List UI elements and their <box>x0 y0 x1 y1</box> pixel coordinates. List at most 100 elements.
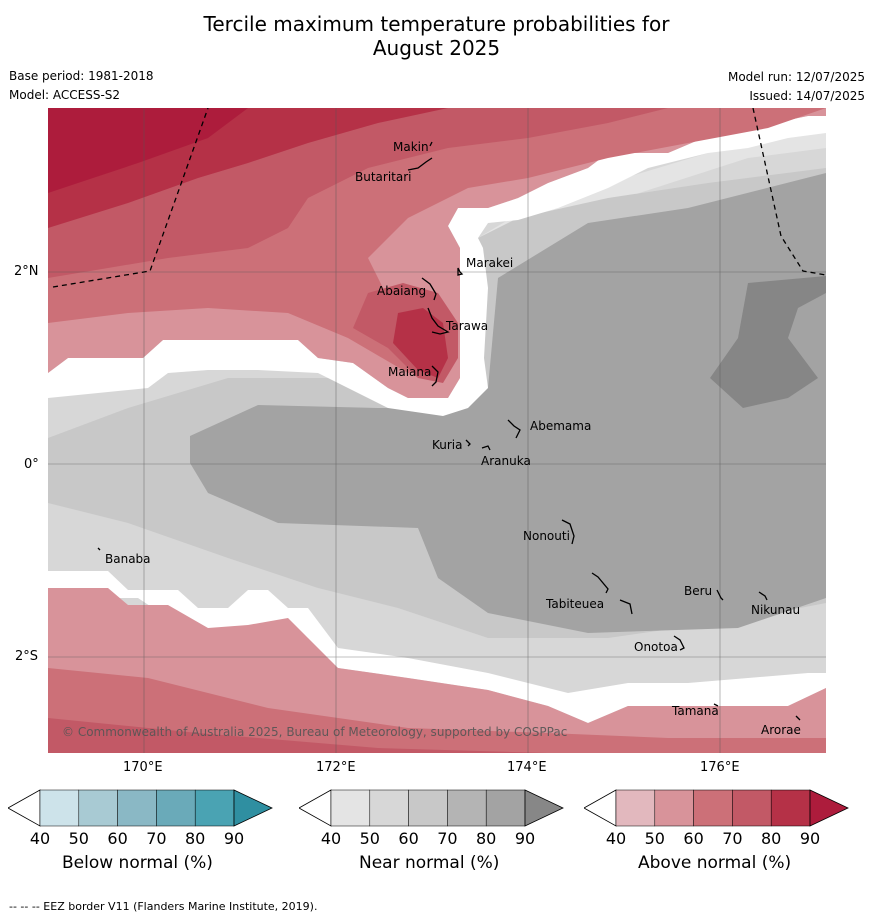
label-abaiang: Abaiang <box>377 284 426 298</box>
beru-island <box>716 589 724 601</box>
near-normal-80-region <box>710 276 826 408</box>
colorbar-tick-label: 60 <box>107 829 128 848</box>
marakei-island <box>457 267 464 276</box>
colorbar-segment <box>732 789 772 827</box>
label-kuria: Kuria <box>432 438 463 452</box>
gridlines <box>48 108 826 753</box>
lat-tick-2n: 2°N <box>14 264 39 279</box>
colorbar-segment <box>408 789 448 827</box>
onotoa-island <box>673 635 685 651</box>
colorbar-segment <box>39 789 80 827</box>
colorbar-near-normal <box>299 789 564 827</box>
copyright-text: © Commonwealth of Australia 2025, Bureau… <box>62 725 567 739</box>
colorbar-tick-label: 70 <box>722 829 743 848</box>
abemama-island <box>507 419 521 439</box>
label-banaba: Banaba <box>105 552 151 566</box>
colorbar-segment <box>117 789 157 827</box>
colorbar-tick-label: 90 <box>799 829 821 848</box>
model-run: Model run: 12/07/2025 <box>727 70 865 84</box>
lon-tick-170e: 170°E <box>123 760 163 775</box>
colorbar-min-arrow <box>8 789 41 827</box>
colorbar-segment <box>78 789 118 827</box>
colorbar-tick-label: 90 <box>223 829 245 848</box>
tarawa-island <box>427 307 450 335</box>
label-butaritari: Butaritari <box>355 170 412 184</box>
colorbar-segment <box>447 789 487 827</box>
arorae-island <box>795 715 801 721</box>
colorbar-segment <box>770 789 811 827</box>
label-tarawa: Tarawa <box>445 319 488 333</box>
colorbar-segment <box>615 789 656 827</box>
nikunau-island <box>758 591 768 601</box>
colorbar-max-arrow <box>809 789 849 827</box>
colorbar-tick-label: 60 <box>683 829 704 848</box>
colorbar-segment <box>654 789 694 827</box>
colorbar-tick-label: 90 <box>514 829 536 848</box>
colorbar-tick-label: 80 <box>185 829 206 848</box>
colorbar-tick-label: 50 <box>359 829 380 848</box>
colorbar-segment <box>369 789 409 827</box>
colorbar-tick-label: 50 <box>644 829 665 848</box>
above-normal-90-region <box>48 108 248 193</box>
label-abemama: Abemama <box>530 419 591 433</box>
above-normal-60-region-south <box>48 668 826 753</box>
above-normal-40-band-north <box>48 116 826 416</box>
label-tamana: Tamana <box>671 704 719 718</box>
colorbar-tick-label: 60 <box>398 829 419 848</box>
maiana-island <box>431 365 439 387</box>
colorbar-tick-label: 50 <box>68 829 89 848</box>
probability-map: Makin Butaritari Marakei Abaiang Tarawa … <box>48 108 826 753</box>
butaritari-island <box>407 157 433 171</box>
eez-border <box>52 108 826 288</box>
nonouti-island <box>561 519 575 545</box>
colorbar-tick-label: 40 <box>29 829 51 848</box>
colorbar-tick-label: 70 <box>437 829 458 848</box>
colorbar-min-arrow <box>584 789 617 827</box>
colorbar-tick-label: 80 <box>476 829 497 848</box>
colorbar-tick-label: 40 <box>605 829 627 848</box>
aranuka-island <box>481 445 491 451</box>
colorbar-above-normal <box>584 789 849 827</box>
title-line-2: August 2025 <box>372 36 501 60</box>
colorbar-tick-label: 70 <box>146 829 167 848</box>
tabiteuea-north <box>591 572 609 594</box>
colorbar-segment <box>194 789 235 827</box>
label-arorae: Arorae <box>761 723 801 737</box>
colorbar-below-normal <box>8 789 273 827</box>
model-name: Model: ACCESS-S2 <box>9 88 121 102</box>
above-normal-80-patch-tarawa <box>393 308 448 378</box>
issued-date: Issued: 14/07/2025 <box>749 89 865 103</box>
banaba-island <box>97 547 101 551</box>
island-outlines <box>97 141 801 721</box>
lat-tick-2s: 2°S <box>15 649 39 664</box>
label-tabiteuea: Tabiteuea <box>545 597 604 611</box>
label-onotoa: Onotoa <box>634 640 678 654</box>
colorbar-segment <box>693 789 733 827</box>
label-aranuka: Aranuka <box>481 454 531 468</box>
colorbar-max-arrow <box>233 789 273 827</box>
label-makin: Makin <box>393 140 429 154</box>
colorbar-segment <box>485 789 526 827</box>
base-period: Base period: 1981-2018 <box>9 69 154 83</box>
above-normal-label: Above normal (%) <box>638 853 792 873</box>
label-marakei: Marakei <box>466 256 513 270</box>
lon-tick-172e: 172°E <box>316 760 356 775</box>
lat-tick-0: 0° <box>24 457 39 472</box>
label-nonouti: Nonouti <box>523 529 570 543</box>
near-normal-label: Near normal (%) <box>359 853 500 873</box>
makin-island <box>429 141 433 147</box>
below-normal-label: Below normal (%) <box>62 853 213 873</box>
colorbar-min-arrow <box>299 789 332 827</box>
abaiang-island <box>421 277 437 301</box>
above-normal-40-band-south <box>48 571 826 723</box>
map-title: Tercile maximum temperature probabilitie… <box>0 12 873 60</box>
above-normal-70-region-south <box>48 718 548 753</box>
colorbar-max-arrow <box>524 789 564 827</box>
title-line-1: Tercile maximum temperature probabilitie… <box>203 12 670 36</box>
tabiteuea-south <box>619 599 633 615</box>
colorbar-segment <box>156 789 196 827</box>
label-beru: Beru <box>684 584 712 598</box>
lon-tick-174e: 174°E <box>507 760 547 775</box>
eez-footnote: -- -- -- EEZ border V11 (Flanders Marine… <box>9 900 318 913</box>
kuria-island <box>465 439 471 447</box>
